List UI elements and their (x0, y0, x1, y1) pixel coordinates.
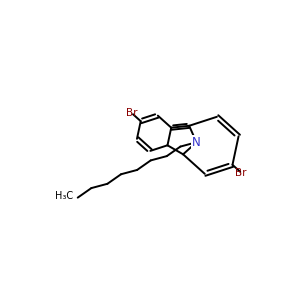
Text: Br: Br (235, 167, 247, 178)
Text: H₃C: H₃C (56, 191, 74, 202)
Text: N: N (192, 136, 201, 149)
Text: Br: Br (126, 109, 138, 118)
